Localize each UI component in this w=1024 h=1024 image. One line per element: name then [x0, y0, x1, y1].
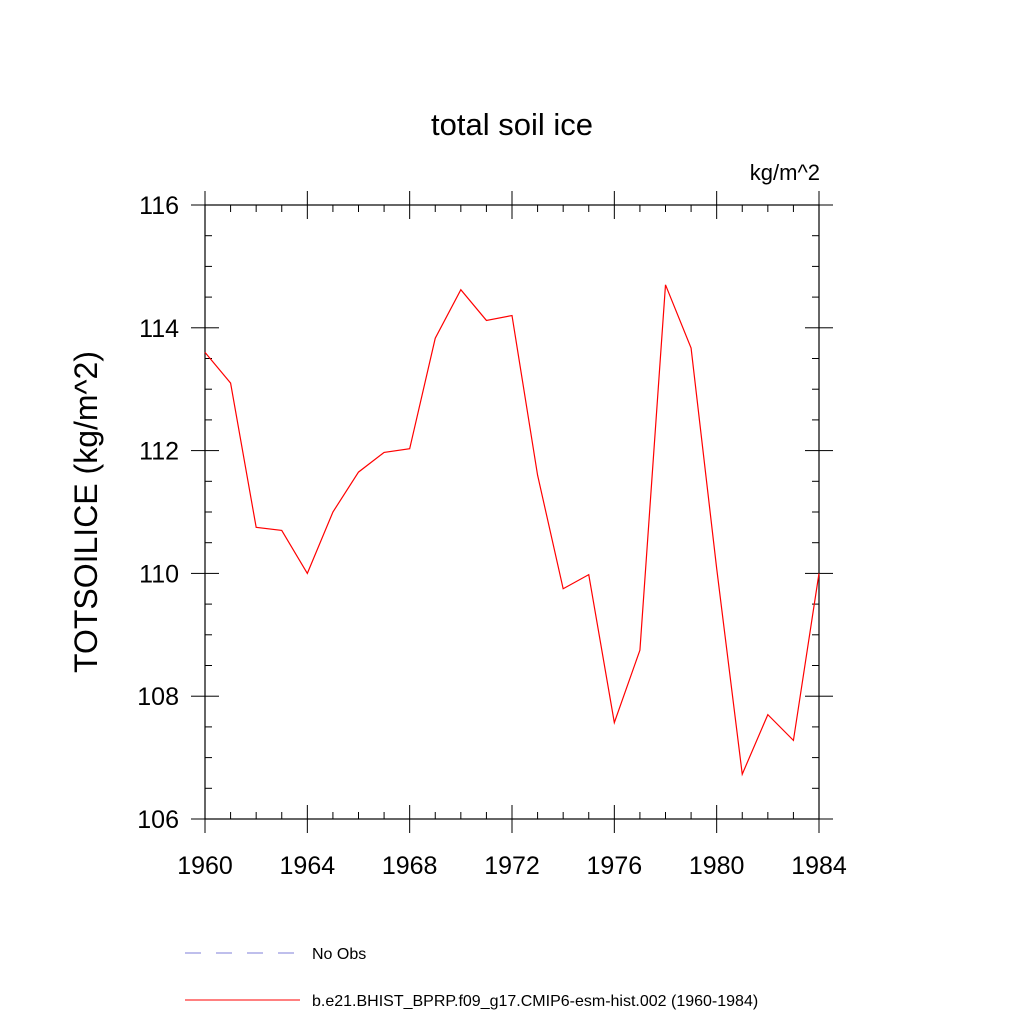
y-tick-label: 114	[139, 315, 179, 343]
series-layer	[204, 284, 820, 777]
y-tick-label: 108	[137, 683, 179, 711]
legend: No Obs b.e21.BHIST_BPRP.f09_g17.CMIP6-es…	[185, 946, 758, 1010]
x-tick-label: 1976	[587, 852, 643, 880]
y-axis-label: TOTSOILICE (kg/m^2)	[68, 351, 104, 673]
x-tick-label: 1972	[484, 852, 540, 880]
x-tick-label: 1968	[382, 852, 438, 880]
x-tick-label: 1960	[177, 852, 233, 880]
legend-label-no-obs: No Obs	[312, 946, 366, 963]
legend-label-model-run: b.e21.BHIST_BPRP.f09_g17.CMIP6-esm-hist.…	[312, 993, 758, 1010]
y-tick-label: 106	[137, 806, 179, 834]
x-tick-label: 1964	[280, 852, 336, 880]
y-tick-label: 116	[139, 192, 179, 220]
series-line	[204, 284, 820, 777]
axis-ticks	[191, 191, 833, 833]
plot-frame	[204, 204, 820, 820]
x-tick-label: 1980	[689, 852, 745, 880]
y-tick-label: 112	[139, 438, 179, 466]
y-tick-label: 110	[139, 560, 179, 588]
units-label: kg/m^2	[750, 160, 820, 185]
chart-title: total soil ice	[431, 107, 593, 142]
tick-labels: 1960 1964 1968 1972 1976 1980 1984 106 108 110 112…	[137, 192, 847, 880]
x-tick-label: 1984	[791, 852, 847, 880]
